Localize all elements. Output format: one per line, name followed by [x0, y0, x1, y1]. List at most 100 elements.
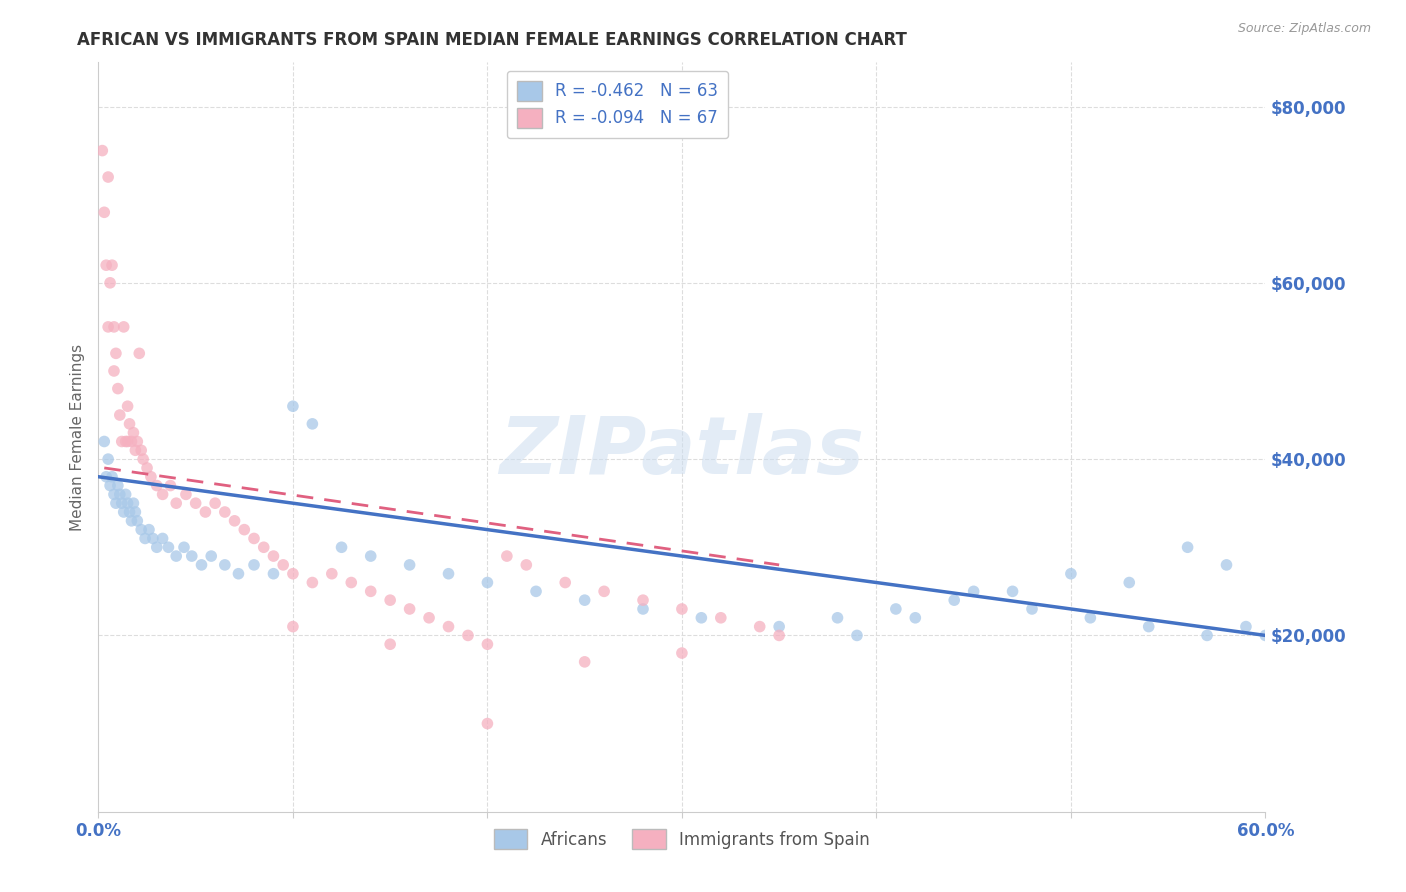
Point: [103, 487, 125, 501]
Point: [114, 434, 136, 449]
Point: [554, 575, 576, 590]
Point: [340, 575, 363, 590]
Point: [117, 399, 139, 413]
Point: [515, 558, 537, 572]
Point: [574, 593, 596, 607]
Legend: Africans, Immigrants from Spain: Africans, Immigrants from Spain: [488, 822, 876, 855]
Point: [118, 417, 141, 431]
Point: [360, 584, 382, 599]
Point: [253, 541, 276, 555]
Point: [281, 566, 304, 581]
Point: [631, 602, 654, 616]
Point: [1195, 628, 1218, 642]
Text: Source: ZipAtlas.com: Source: ZipAtlas.com: [1237, 22, 1371, 36]
Point: [593, 584, 616, 599]
Point: [117, 496, 139, 510]
Point: [190, 558, 212, 572]
Point: [97, 169, 120, 184]
Point: [574, 655, 596, 669]
Point: [1060, 566, 1083, 581]
Point: [1234, 619, 1257, 633]
Point: [103, 319, 125, 334]
Point: [146, 478, 169, 492]
Point: [146, 541, 169, 555]
Point: [96, 469, 118, 483]
Point: [224, 514, 246, 528]
Point: [174, 487, 197, 501]
Point: [200, 549, 222, 563]
Point: [496, 549, 519, 563]
Text: AFRICAN VS IMMIGRANTS FROM SPAIN MEDIAN FEMALE EARNINGS CORRELATION CHART: AFRICAN VS IMMIGRANTS FROM SPAIN MEDIAN …: [77, 31, 907, 49]
Point: [1177, 541, 1199, 555]
Point: [98, 276, 121, 290]
Point: [127, 514, 149, 528]
Point: [710, 611, 733, 625]
Point: [165, 549, 187, 563]
Point: [103, 364, 125, 378]
Point: [477, 716, 499, 731]
Point: [631, 593, 654, 607]
Point: [398, 602, 420, 616]
Point: [281, 399, 304, 413]
Point: [129, 443, 152, 458]
Point: [301, 417, 323, 431]
Point: [97, 319, 120, 334]
Point: [1254, 628, 1277, 642]
Point: [124, 443, 146, 458]
Point: [159, 478, 181, 492]
Point: [228, 566, 250, 581]
Point: [122, 496, 145, 510]
Point: [142, 532, 165, 546]
Text: ZIPatlas: ZIPatlas: [499, 413, 865, 491]
Point: [360, 549, 382, 563]
Point: [477, 637, 499, 651]
Point: [129, 523, 152, 537]
Point: [101, 258, 124, 272]
Point: [107, 382, 129, 396]
Point: [127, 434, 149, 449]
Point: [398, 558, 420, 572]
Point: [180, 549, 202, 563]
Point: [262, 566, 284, 581]
Point: [157, 541, 180, 555]
Point: [111, 496, 134, 510]
Point: [104, 346, 127, 360]
Point: [93, 434, 115, 449]
Point: [214, 505, 236, 519]
Point: [98, 478, 121, 492]
Point: [768, 619, 790, 633]
Point: [437, 619, 460, 633]
Point: [827, 611, 849, 625]
Point: [262, 549, 284, 563]
Point: [117, 434, 139, 449]
Point: [112, 319, 135, 334]
Point: [330, 541, 353, 555]
Point: [690, 611, 713, 625]
Point: [132, 452, 155, 467]
Point: [768, 628, 790, 642]
Point: [112, 505, 135, 519]
Point: [136, 461, 159, 475]
Point: [962, 584, 984, 599]
Point: [184, 496, 207, 510]
Point: [281, 619, 304, 633]
Point: [233, 523, 256, 537]
Y-axis label: Median Female Earnings: Median Female Earnings: [69, 343, 84, 531]
Point: [418, 611, 440, 625]
Point: [846, 628, 869, 642]
Point: [173, 541, 195, 555]
Point: [1215, 558, 1237, 572]
Point: [1021, 602, 1043, 616]
Point: [524, 584, 547, 599]
Point: [1137, 619, 1160, 633]
Point: [301, 575, 323, 590]
Point: [139, 469, 162, 483]
Point: [1080, 611, 1102, 625]
Point: [152, 487, 174, 501]
Point: [671, 602, 693, 616]
Point: [107, 478, 129, 492]
Point: [457, 628, 479, 642]
Point: [134, 532, 156, 546]
Point: [380, 593, 402, 607]
Point: [1001, 584, 1024, 599]
